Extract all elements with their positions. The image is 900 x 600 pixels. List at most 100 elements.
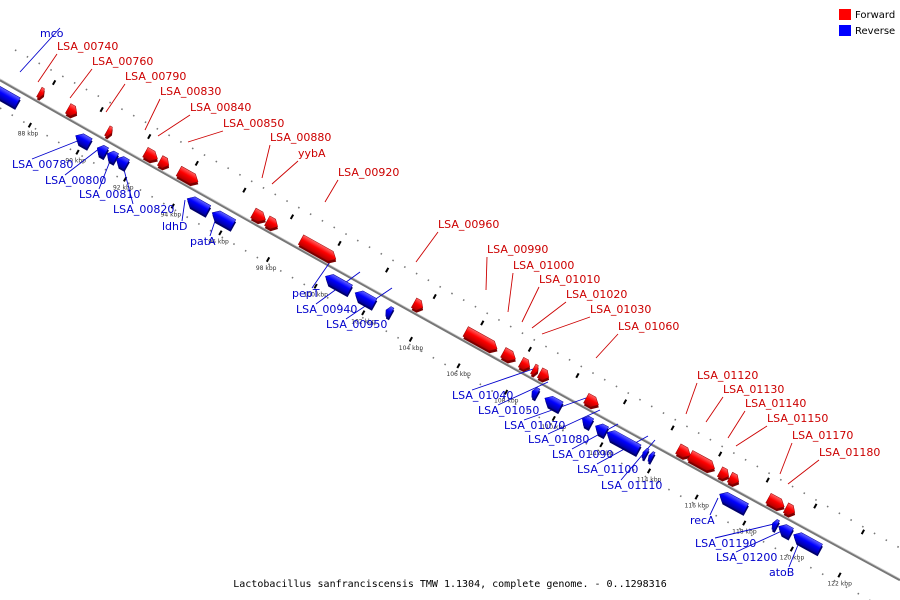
gene-feature-yyba[interactable] [264,215,282,234]
gene-arrow [250,207,266,222]
gene-feature-lsa_01020[interactable] [530,363,542,379]
gene-label-lsa_00850[interactable]: LSA_00850 [223,117,284,130]
gene-label-lsa_01170[interactable]: LSA_01170 [792,429,853,442]
gene-feature-lsa_01010[interactable] [517,356,533,374]
gene-label-lsa_01050[interactable]: LSA_01050 [478,404,539,417]
gene-label-lsa_00810[interactable]: LSA_00810 [79,188,140,201]
gene-arrow [297,234,337,262]
gene-feature-lsa_00850[interactable] [175,165,202,189]
gene-feature-lsa_00790[interactable] [104,125,116,141]
gene-label-lsa_00840[interactable]: LSA_00840 [190,101,251,114]
gene-label-lsa_00760[interactable]: LSA_00760 [92,55,153,68]
gene-feature-pept[interactable] [322,271,354,298]
gene-feature-mco[interactable] [0,83,22,110]
gene-feature-pata[interactable] [208,208,237,232]
gene-feature-lsa_00820[interactable] [113,154,131,172]
gene-feature-lsa_00960[interactable] [410,297,426,315]
gene-feature-lsa_01050[interactable] [541,393,564,415]
gene-feature-lsa_01170[interactable] [765,492,788,514]
gene-feature-atob[interactable] [790,530,824,557]
gene-feature-lsa_01080[interactable] [592,421,610,440]
gene-arrow [726,471,739,485]
gene-feature-lsa_00940[interactable] [351,288,378,311]
gene-feature-lsa_01180[interactable] [782,502,798,520]
gene-feature-lsa_00920[interactable] [297,234,340,267]
gene-feature-lsa_01130[interactable] [686,450,718,476]
leader-lsa_00790 [105,83,126,113]
gene-feature-lsa_01190[interactable] [769,518,781,533]
gene-label-lsa_00880[interactable]: LSA_00880 [270,131,331,144]
gene-label-lsa_00940[interactable]: LSA_00940 [296,303,357,316]
gene-label-lsa_01030[interactable]: LSA_01030 [590,303,651,316]
gene-label-lsa_00920[interactable]: LSA_00920 [338,166,399,179]
gene-label-lsa_01150[interactable]: LSA_01150 [767,412,828,425]
gene-feature-lsa_00810[interactable] [104,149,120,166]
gene-feature-lsa_00990[interactable] [462,326,501,357]
gene-label-lsa_01070[interactable]: LSA_01070 [504,419,565,432]
gene-feature-lsa_00840[interactable] [156,155,172,173]
gene-label-lsa_00780[interactable]: LSA_00780 [12,158,73,171]
tick-mark-upper [337,240,342,247]
gene-label-lsa_01140[interactable]: LSA_01140 [745,397,806,410]
gene-label-lsa_00830[interactable]: LSA_00830 [160,85,221,98]
gene-feature-lsa_00760[interactable] [64,103,80,121]
gene-label-lsa_01020[interactable]: LSA_01020 [566,288,627,301]
gene-label-reca[interactable]: recA [690,514,715,527]
gene-feature-lsa_01000[interactable] [500,347,520,366]
gene-feature-lsa_01030[interactable] [536,367,552,385]
gene-feature-ldhd[interactable] [183,194,212,218]
gene-label-lsa_01120[interactable]: LSA_01120 [697,369,758,382]
gene-label-yyba[interactable]: yybA [298,147,326,160]
gene-feature-lsa_00880[interactable] [250,207,270,227]
gene-label-lsa_01200[interactable]: LSA_01200 [716,551,777,564]
gene-feature-lsa_01150[interactable] [726,471,742,489]
gene-label-lsa_01130[interactable]: LSA_01130 [723,383,784,396]
gene-label-lsa_01090[interactable]: LSA_01090 [552,448,613,461]
gene-feature-lsa_00950[interactable] [382,305,395,321]
gene-label-lsa_01040[interactable]: LSA_01040 [452,389,513,402]
gene-feature-lsa_01090[interactable] [603,428,642,458]
gene-label-pept[interactable]: pepT [292,287,320,300]
gene-label-lsa_01060[interactable]: LSA_01060 [618,320,679,333]
gene-label-lsa_01080[interactable]: LSA_01080 [528,433,589,446]
gene-label-lsa_01010[interactable]: LSA_01010 [539,273,600,286]
gene-label-lsa_01100[interactable]: LSA_01100 [577,463,638,476]
gene-label-lsa_00740[interactable]: LSA_00740 [57,40,118,53]
gene-label-lsa_01190[interactable]: LSA_01190 [695,537,756,550]
gene-label-lsa_01180[interactable]: LSA_01180 [819,446,880,459]
gene-feature-lsa_01140[interactable] [716,466,732,484]
gene-label-lsa_00960[interactable]: LSA_00960 [438,218,499,231]
gene-feature-lsa_01100[interactable] [639,447,650,462]
gene-feature-lsa_01120[interactable] [675,443,695,463]
gene-feature-lsa_00830[interactable] [142,146,162,166]
tick-mark [361,310,366,316]
gene-label-lsa_00800[interactable]: LSA_00800 [45,174,106,187]
gene-arrow [116,156,130,170]
gene-feature-lsa_01060[interactable] [583,392,603,412]
gene-feature-lsa_01110[interactable] [645,451,656,465]
legend-reverse-swatch [839,25,851,36]
gene-label-lsa_00990[interactable]: LSA_00990 [487,243,548,256]
tick-114-kbp: 114 kbp [637,425,675,483]
gene-feature-lsa_01070[interactable] [579,414,595,431]
leader-lsa_00800 [64,147,101,176]
gene-feature-lsa_01200[interactable] [775,522,795,541]
gene-label-ldhd[interactable]: ldhD [162,220,187,233]
gene-feature-lsa_00740[interactable] [36,86,48,102]
gene-label-lsa_01110[interactable]: LSA_01110 [601,479,662,492]
gene-label-lsa_00790[interactable]: LSA_00790 [125,70,186,83]
gene-feature-lsa_00780[interactable] [72,131,94,151]
gene-label-lsa_00820[interactable]: LSA_00820 [113,203,174,216]
gene-label-pata[interactable]: patA [190,235,216,248]
gene-feature-lsa_01040[interactable] [528,386,541,402]
gene-label-lsa_00950[interactable]: LSA_00950 [326,318,387,331]
gene-feature-reca[interactable] [716,489,750,516]
legend-forward-swatch [839,9,851,20]
gene-feature-lsa_00800[interactable] [94,143,110,161]
gene-label-lsa_01000[interactable]: LSA_01000 [513,259,574,272]
gene-label-mco[interactable]: mco [40,27,64,40]
tick-mark [265,256,271,263]
gene-arrow [157,155,170,169]
gene-label-atob[interactable]: atoB [769,566,794,579]
